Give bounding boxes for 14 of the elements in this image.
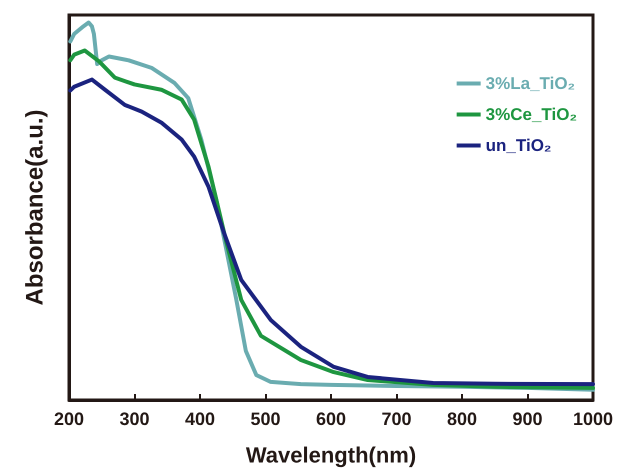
x-tick-label: 900 [512, 409, 543, 429]
legend-label: 3%Ce_TiO₂ [486, 105, 578, 124]
x-tick-label: 300 [119, 409, 150, 429]
x-axis-title: Wavelength(nm) [246, 442, 416, 468]
x-tick-label: 400 [184, 409, 216, 429]
x-tick-label: 1000 [572, 409, 614, 429]
y-axis-title: Absorbance(a.u.) [22, 109, 48, 306]
legend-label: 3%La_TiO₂ [486, 74, 576, 93]
x-tick-label: 600 [316, 409, 346, 429]
legend-label: un_TiO₂ [486, 136, 552, 155]
x-tick-label: 700 [381, 409, 412, 429]
x-tick-label: 500 [250, 409, 281, 429]
x-tick-label: 200 [54, 409, 84, 429]
x-tick-label: 800 [446, 409, 478, 429]
